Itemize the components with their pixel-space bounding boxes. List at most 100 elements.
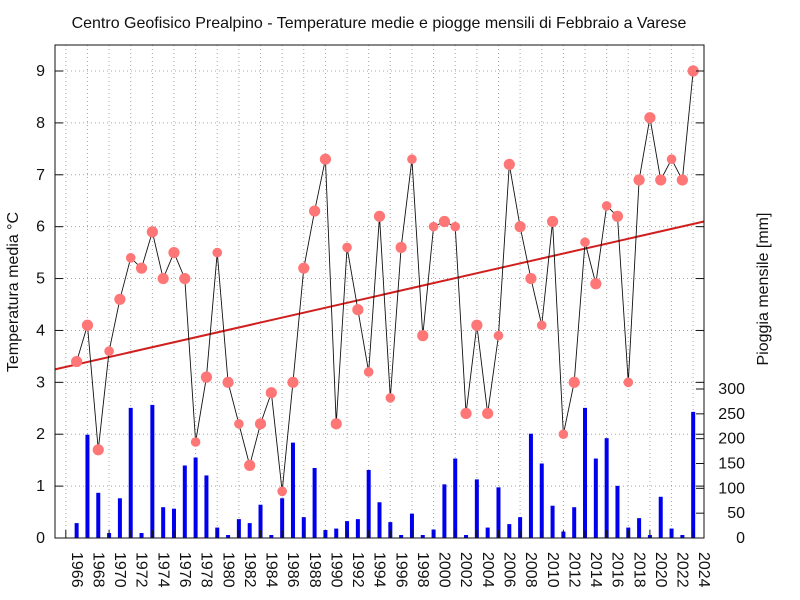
temperature-marker bbox=[287, 376, 299, 388]
y-tick-label: 7 bbox=[36, 167, 45, 184]
temperature-marker bbox=[428, 221, 439, 232]
x-tick-label: 2002 bbox=[457, 552, 474, 588]
y-tick-label: 4 bbox=[36, 322, 45, 339]
temperature-marker bbox=[450, 221, 461, 232]
x-tick-label: 2024 bbox=[695, 552, 712, 588]
precipitation-bar bbox=[193, 457, 198, 538]
x-tick-label: 1974 bbox=[154, 552, 171, 588]
precipitation-bar bbox=[312, 467, 317, 538]
y-tick-label: 1 bbox=[36, 478, 45, 495]
precipitation-bar bbox=[150, 404, 155, 538]
y2-tick-label: 50 bbox=[727, 505, 745, 522]
x-tick-label: 1982 bbox=[241, 552, 258, 588]
precipitation-bar bbox=[615, 485, 620, 538]
precipitation-bar bbox=[583, 407, 588, 538]
axis-layer bbox=[54, 44, 705, 539]
y-tick-label: 5 bbox=[36, 271, 45, 288]
x-tick-label: 1998 bbox=[414, 552, 431, 588]
x-tick-label: 2022 bbox=[674, 552, 691, 588]
x-tick-label: 2008 bbox=[522, 552, 539, 588]
temperature-marker bbox=[190, 437, 201, 447]
x-tick-label: 1970 bbox=[111, 552, 128, 588]
temperature-marker bbox=[644, 112, 656, 124]
precipitation-bar bbox=[290, 442, 295, 538]
precipitation-bar bbox=[453, 458, 458, 538]
y2-tick-label: 100 bbox=[718, 480, 745, 497]
precipitation-bar bbox=[539, 463, 544, 538]
temperature-marker bbox=[104, 346, 114, 357]
precipitation-bar bbox=[464, 535, 469, 538]
y2-tick-label: 150 bbox=[718, 456, 745, 473]
precipitation-bar bbox=[96, 492, 101, 538]
y2-tick-label: 200 bbox=[718, 431, 745, 448]
x-tick-label: 1988 bbox=[306, 552, 323, 588]
precipitation-bar bbox=[593, 458, 598, 538]
precipitation-bar bbox=[507, 524, 512, 538]
temperature-marker bbox=[254, 418, 267, 430]
precipitation-bar bbox=[409, 513, 414, 538]
temperature-marker bbox=[482, 407, 494, 420]
x-tick-label: 1978 bbox=[198, 552, 215, 588]
temperature-marker bbox=[385, 393, 396, 403]
temperature-marker bbox=[265, 387, 277, 399]
x-tick-label: 2000 bbox=[436, 552, 453, 588]
text-layer: Centro Geofisico Prealpino - Temperature… bbox=[5, 15, 772, 588]
temperature-marker bbox=[655, 174, 667, 186]
temperature-marker bbox=[319, 153, 332, 165]
precipitation-bar bbox=[204, 475, 209, 538]
temperature-marker bbox=[200, 371, 213, 383]
temperature-marker bbox=[234, 419, 244, 429]
precipitation-bar bbox=[280, 498, 285, 538]
temperature-marker bbox=[514, 221, 526, 233]
temperature-marker bbox=[525, 272, 537, 285]
precipitation-bar bbox=[518, 517, 523, 538]
temperature-marker bbox=[471, 319, 483, 331]
precipitation-bar bbox=[637, 518, 642, 538]
x-tick-label: 1994 bbox=[371, 552, 388, 588]
temperature-marker bbox=[601, 201, 612, 211]
temperature-marker bbox=[568, 376, 580, 388]
temperature-marker bbox=[146, 226, 158, 238]
temperature-marker bbox=[92, 444, 104, 456]
y-tick-label: 0 bbox=[36, 530, 45, 547]
precipitation-bar bbox=[161, 507, 166, 538]
chart-title: Centro Geofisico Prealpino - Temperature… bbox=[72, 15, 687, 32]
y2-tick-label: 0 bbox=[736, 530, 745, 547]
temperature-marker bbox=[438, 215, 450, 228]
x-tick-label: 1984 bbox=[263, 552, 280, 588]
trend-layer bbox=[54, 220, 705, 371]
x-tick-label: 2004 bbox=[479, 552, 496, 588]
precipitation-bar bbox=[658, 496, 663, 538]
x-tick-label: 2014 bbox=[587, 552, 604, 588]
precipitation-bar bbox=[528, 433, 533, 538]
temperature-marker bbox=[352, 304, 364, 316]
precipitation-bar bbox=[117, 498, 122, 538]
temperature-marker bbox=[81, 319, 94, 331]
precipitation-bar bbox=[680, 535, 685, 538]
temperature-marker bbox=[407, 154, 417, 165]
temperature-marker bbox=[168, 247, 180, 259]
precipitation-bar bbox=[550, 505, 555, 538]
x-tick-label: 1972 bbox=[133, 552, 150, 588]
precipitation-bar bbox=[85, 434, 90, 538]
precipitation-bar bbox=[572, 507, 577, 538]
precipitation-bar bbox=[269, 535, 274, 538]
precipitation-bar bbox=[442, 484, 447, 538]
x-tick-label: 1992 bbox=[349, 552, 366, 588]
temperature-marker bbox=[363, 367, 374, 377]
x-tick-label: 1980 bbox=[219, 552, 236, 588]
precipitation-bar bbox=[128, 407, 133, 538]
precipitation-bar bbox=[604, 438, 609, 538]
precipitation-bar bbox=[496, 487, 501, 538]
precipitation-bar bbox=[691, 411, 696, 538]
temperature-marker bbox=[298, 262, 310, 274]
x-tick-label: 1968 bbox=[89, 552, 106, 588]
temperature-marker bbox=[460, 407, 472, 420]
precipitation-bar bbox=[366, 469, 371, 538]
temperature-marker bbox=[503, 158, 515, 170]
temperature-marker bbox=[373, 210, 386, 222]
x-tick-label: 2006 bbox=[500, 552, 517, 588]
temperature-marker bbox=[330, 418, 342, 430]
